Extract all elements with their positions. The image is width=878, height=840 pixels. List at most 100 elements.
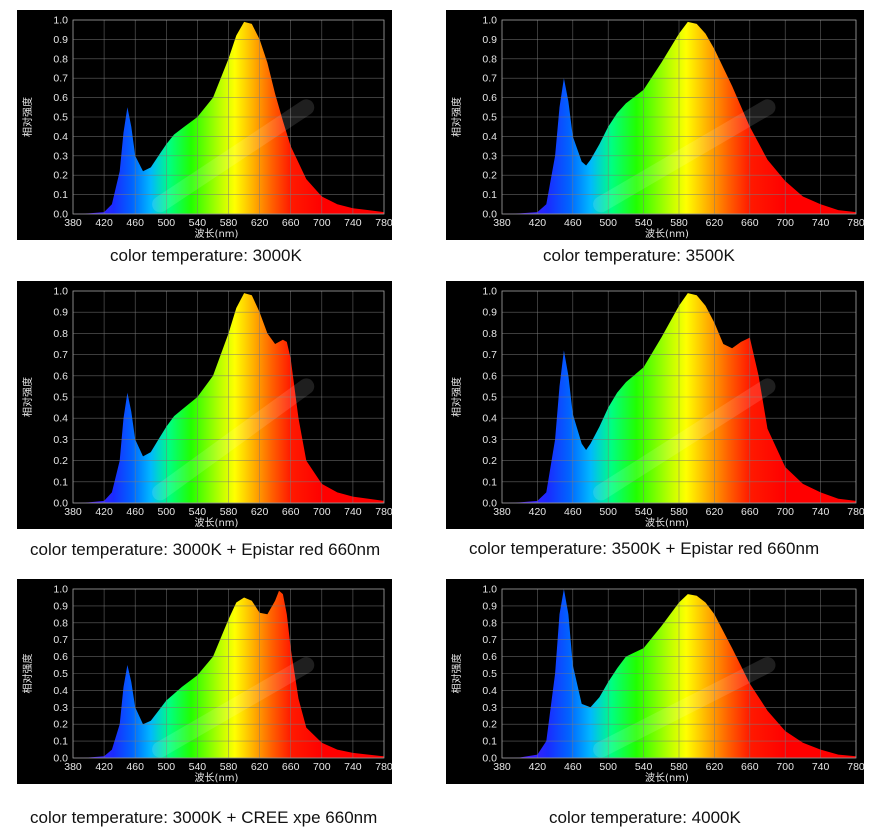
x-tick-label: 540 [189, 761, 207, 773]
y-tick-label: 0.7 [482, 73, 497, 85]
y-axis-label: 相对强度 [21, 377, 34, 417]
watermark-band [152, 657, 315, 758]
y-tick-label: 0.4 [53, 413, 68, 425]
y-axis-label: 相对强度 [21, 654, 34, 694]
x-tick-label: 700 [776, 761, 794, 773]
chart-svg: 0.0 0.1 0.2 0.3 0.4 0.5 0.6 0.7 0.8 0.9 1.0 380 420 4… [446, 10, 864, 240]
x-tick-label: 700 [776, 217, 794, 229]
y-tick-label: 0.0 [53, 209, 68, 221]
x-tick-label: 540 [189, 217, 207, 229]
y-tick-label: 0.1 [53, 189, 68, 201]
x-tick-label: 460 [564, 217, 582, 229]
y-tick-label: 0.0 [482, 498, 497, 510]
y-tick-label: 0.3 [482, 702, 497, 714]
y-tick-label: 0.8 [482, 328, 497, 340]
y-tick-label: 0.9 [482, 307, 497, 319]
y-tick-label: 0.3 [482, 434, 497, 446]
chart-caption: color temperature: 3000K + CREE xpe 660n… [30, 808, 378, 827]
y-tick-label: 0.6 [53, 370, 68, 382]
y-tick-label: 0.1 [482, 189, 497, 201]
chart-svg: 0.0 0.1 0.2 0.3 0.4 0.5 0.6 0.7 0.8 0.9 1.0 380 420 4… [446, 579, 864, 784]
watermark-band [593, 378, 776, 501]
chart-caption: color temperature: 3500K + Epistar red 6… [469, 539, 820, 558]
y-tick-label: 0.1 [482, 736, 497, 748]
x-tick-label: 460 [126, 506, 144, 518]
x-tick-label: 500 [158, 506, 176, 518]
x-tick-label: 540 [189, 506, 207, 518]
x-tick-label: 700 [313, 217, 331, 229]
x-tick-label: 460 [564, 506, 582, 518]
y-tick-label: 0.1 [482, 476, 497, 488]
x-tick-label: 740 [812, 217, 830, 229]
y-tick-label: 0.6 [482, 370, 497, 382]
y-tick-label: 0.2 [53, 719, 68, 731]
x-tick-label: 580 [220, 506, 238, 518]
y-tick-label: 0.5 [53, 668, 68, 680]
plot-frame [501, 588, 857, 759]
x-tick-label: 540 [635, 506, 653, 518]
y-tick-label: 0.5 [53, 112, 68, 124]
x-tick-label: 580 [670, 761, 688, 773]
y-axis-label: 相对强度 [450, 97, 463, 137]
x-tick-label: 780 [375, 506, 392, 518]
x-axis-label: 波长(nm) [645, 771, 689, 784]
x-tick-label: 780 [847, 761, 864, 773]
x-tick-label: 380 [493, 217, 511, 229]
x-tick-label: 380 [493, 506, 511, 518]
x-tick-label: 740 [344, 506, 362, 518]
chart-caption: color temperature: 4000K [549, 808, 741, 827]
y-tick-label: 0.4 [482, 685, 497, 697]
x-tick-label: 420 [529, 217, 547, 229]
chart-svg: 0.0 0.1 0.2 0.3 0.4 0.5 0.6 0.7 0.8 0.9 1.0 380 420 4… [17, 281, 392, 529]
y-tick-label: 0.7 [482, 634, 497, 646]
chart-caption: color temperature: 3500K [543, 246, 735, 265]
x-tick-label: 620 [706, 761, 724, 773]
plot-frame [501, 19, 857, 215]
y-tick-label: 0.4 [53, 685, 68, 697]
x-tick-label: 740 [812, 761, 830, 773]
y-tick-label: 0.4 [482, 413, 497, 425]
x-tick-label: 540 [635, 217, 653, 229]
x-tick-label: 660 [282, 217, 300, 229]
y-tick-label: 0.0 [482, 753, 497, 765]
x-tick-label: 380 [493, 761, 511, 773]
x-tick-label: 660 [741, 506, 759, 518]
watermark-band [593, 657, 776, 758]
y-tick-label: 0.2 [482, 719, 497, 731]
y-tick-label: 0.1 [53, 476, 68, 488]
x-axis-label: 波长(nm) [195, 516, 239, 529]
y-tick-label: 0.3 [482, 150, 497, 162]
x-tick-label: 500 [158, 217, 176, 229]
x-tick-label: 580 [220, 217, 238, 229]
x-tick-label: 500 [599, 761, 617, 773]
y-tick-label: 0.3 [53, 702, 68, 714]
y-tick-label: 0.5 [482, 112, 497, 124]
x-tick-label: 700 [313, 761, 331, 773]
x-tick-label: 580 [670, 217, 688, 229]
x-tick-label: 420 [95, 506, 113, 518]
y-tick-label: 0.2 [53, 170, 68, 182]
x-tick-label: 620 [706, 217, 724, 229]
x-tick-label: 460 [564, 761, 582, 773]
y-tick-label: 0.6 [482, 651, 497, 663]
x-axis-label: 波长(nm) [645, 227, 689, 240]
y-tick-label: 0.1 [53, 736, 68, 748]
y-tick-label: 0.2 [482, 170, 497, 182]
x-tick-label: 540 [635, 761, 653, 773]
y-tick-label: 1.0 [53, 15, 68, 27]
x-tick-label: 500 [158, 761, 176, 773]
x-tick-label: 660 [741, 761, 759, 773]
x-tick-label: 780 [847, 506, 864, 518]
y-tick-label: 0.8 [482, 617, 497, 629]
spectrum-chart-3500k-epistar-660: 0.0 0.1 0.2 0.3 0.4 0.5 0.6 0.7 0.8 0.9 1.0 380 420 4… [446, 281, 864, 529]
spectrum-chart-4000k: 0.0 0.1 0.2 0.3 0.4 0.5 0.6 0.7 0.8 0.9 1.0 380 420 4… [446, 579, 864, 784]
y-tick-label: 0.5 [482, 668, 497, 680]
x-tick-label: 500 [599, 217, 617, 229]
y-tick-label: 0.3 [53, 150, 68, 162]
x-tick-label: 780 [375, 217, 392, 229]
chart-caption: color temperature: 3000K [110, 246, 302, 265]
y-axis-label: 相对强度 [450, 377, 463, 417]
x-tick-label: 580 [220, 761, 238, 773]
x-tick-label: 420 [95, 217, 113, 229]
x-tick-label: 780 [847, 217, 864, 229]
